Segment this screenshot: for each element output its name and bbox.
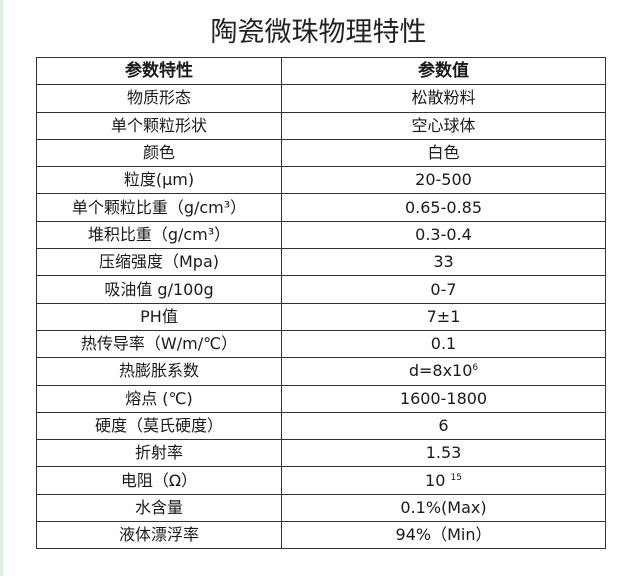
param-cell: 折射率: [36, 439, 282, 468]
table-row: 折射率 1.53: [36, 439, 606, 468]
table-row: 堆积比重（g/cm³） 0.3-0.4: [36, 220, 606, 250]
value-text: 0.3-0.4: [415, 224, 472, 244]
value-cell: 0.3-0.4: [281, 220, 606, 250]
table-row: 吸油值 g/100g 0-7: [36, 275, 606, 304]
value-cell: 1.53: [281, 439, 606, 468]
value-text: 松散粉料: [411, 88, 476, 108]
value-cell: 7±1: [281, 302, 606, 331]
value-text: 0.65-0.85: [404, 197, 483, 217]
table-row: 热膨胀系数 d=8x106: [36, 357, 606, 386]
value-cell: 0.65-0.85: [281, 193, 606, 222]
value-cell: 6: [281, 411, 606, 441]
value-text: 6: [438, 416, 449, 435]
value-cell: 空心球体: [281, 111, 606, 140]
value-text: 0-7: [430, 279, 457, 299]
value-text: 33: [433, 252, 454, 272]
value-text: 1600-1800: [399, 388, 488, 408]
value-cell: 0-7: [281, 275, 606, 304]
value-cell: 33: [281, 248, 606, 277]
value-cell: 白色: [281, 138, 606, 168]
param-cell: PH值: [36, 302, 282, 331]
value-cell: d=8x106: [281, 357, 606, 386]
value-cell: 94%（Min）: [281, 521, 606, 550]
value-exponent: 6: [472, 363, 479, 374]
value-text: d=8x10: [408, 361, 473, 381]
value-text: 20-500: [415, 170, 472, 190]
value-text: 7±1: [426, 306, 461, 326]
table-row: 颜色 白色: [36, 138, 606, 168]
table-row: 压缩强度（Mpa) 33: [36, 248, 606, 277]
param-cell: 单个颗粒比重（g/cm³）: [36, 193, 282, 222]
value-exponent: 15: [450, 472, 462, 483]
param-cell: 电阻（Ω）: [36, 466, 282, 495]
value-cell: 0.1: [281, 329, 606, 359]
table-row: 物质形态 松散粉料: [36, 84, 606, 113]
value-text: 10: [425, 470, 451, 490]
value-text: 0.1: [430, 334, 457, 354]
left-border: [0, 0, 3, 576]
table-row: 粒度(μm) 20-500: [36, 166, 606, 195]
param-cell: 热传导率（W/m/℃）: [36, 329, 282, 359]
table-row: 热传导率（W/m/℃） 0.1: [36, 329, 606, 359]
param-cell: 液体漂浮率: [36, 521, 282, 550]
table-row: 单个颗粒比重（g/cm³） 0.65-0.85: [36, 193, 606, 222]
value-cell: 0.1%(Max): [281, 493, 606, 523]
value-text: 白色: [427, 143, 460, 163]
header-value: 参数值: [281, 56, 606, 86]
value-cell: 10 15: [281, 466, 606, 495]
table-row: 硬度（莫氏硬度） 6: [36, 411, 606, 441]
table-row: 水含量 0.1%(Max): [36, 493, 606, 523]
value-cell: 松散粉料: [281, 84, 606, 113]
table-row: PH值 7±1: [36, 302, 606, 331]
param-cell: 压缩强度（Mpa): [36, 248, 282, 277]
value-text: 1.53: [425, 443, 462, 463]
table-row: 电阻（Ω） 10 15: [36, 466, 606, 495]
param-cell: 热膨胀系数: [36, 357, 282, 386]
header-param: 参数特性: [36, 56, 282, 86]
value-text: 0.1%(Max): [400, 497, 487, 517]
param-cell: 粒度(μm): [36, 166, 282, 195]
properties-table: 参数特性 参数值 物质形态 松散粉料单个颗粒形状 空心球体颜色 白色粒度(μm) 20-…: [36, 56, 606, 550]
param-cell: 物质形态: [36, 84, 282, 113]
table-row: 熔点 (℃) 1600-1800: [36, 384, 606, 413]
page-title: 陶瓷微珠物理特性: [210, 17, 427, 48]
value-text: 94%（Min）: [395, 525, 492, 545]
value-cell: 20-500: [281, 166, 606, 195]
param-cell: 堆积比重（g/cm³）: [36, 220, 282, 250]
value-text: 空心球体: [411, 115, 476, 135]
param-cell: 颜色: [36, 138, 282, 168]
table-row: 单个颗粒形状 空心球体: [36, 111, 606, 140]
param-cell: 水含量: [36, 493, 282, 523]
param-cell: 吸油值 g/100g: [36, 275, 282, 304]
param-cell: 熔点 (℃): [36, 384, 282, 413]
table-header-row: 参数特性 参数值: [36, 56, 606, 86]
param-cell: 硬度（莫氏硬度）: [36, 411, 282, 441]
param-cell: 单个颗粒形状: [36, 111, 282, 140]
value-cell: 1600-1800: [281, 384, 606, 413]
table-row: 液体漂浮率 94%（Min）: [36, 521, 606, 550]
